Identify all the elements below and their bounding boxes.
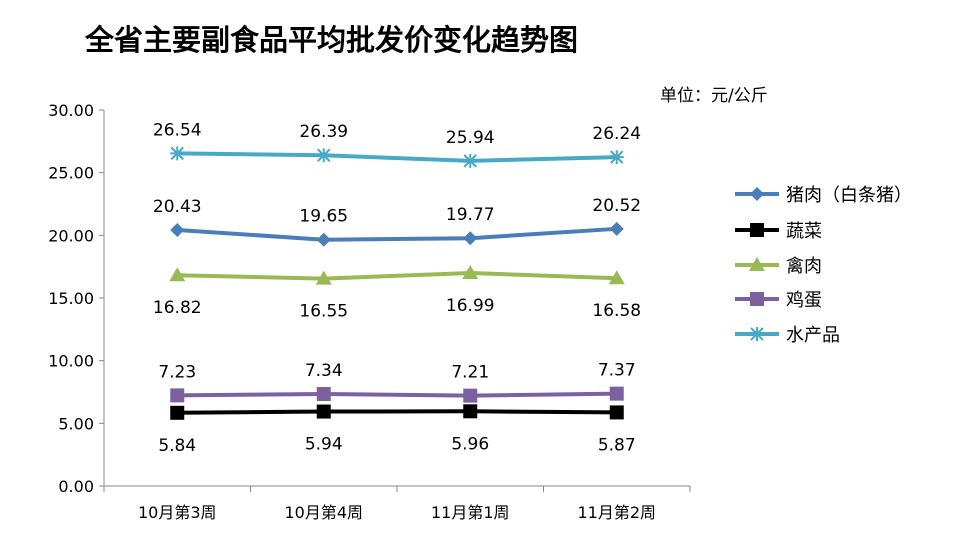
series-line (177, 271, 617, 281)
data-label: 16.99 (446, 296, 495, 316)
data-point (609, 405, 624, 420)
series-0: 20.43 19.65 19.77 20.52 (153, 196, 641, 247)
legend-label: 猪肉（白条猪） (786, 185, 912, 206)
data-label: 5.96 (451, 434, 489, 454)
data-label: 19.65 (299, 207, 348, 227)
legend-marker-icon (750, 292, 764, 306)
unit-label: 单位：元/公斤 (660, 86, 768, 106)
chart-title: 全省主要副食品平均批发价变化趋势图 (84, 23, 578, 57)
legend-marker-icon (750, 187, 764, 201)
data-label: 26.39 (299, 122, 348, 142)
x-tick-label: 11月第2周 (577, 503, 656, 522)
data-label: 20.52 (592, 196, 641, 216)
legend-marker-icon (750, 223, 764, 237)
data-point (463, 388, 478, 403)
data-point (608, 270, 625, 285)
data-label: 19.77 (446, 205, 495, 225)
data-label: 7.37 (598, 361, 636, 381)
data-label: 16.55 (299, 302, 348, 322)
x-tick-label: 10月第4周 (284, 503, 363, 522)
data-label: 16.58 (592, 301, 641, 321)
data-point (463, 231, 478, 246)
data-point (170, 146, 185, 161)
data-label: 7.23 (158, 362, 196, 382)
series-line (177, 226, 617, 242)
data-label: 25.94 (446, 128, 495, 148)
y-tick-label: 25.00 (48, 164, 94, 183)
data-label: 5.87 (598, 435, 636, 455)
data-label: 5.84 (158, 436, 196, 456)
legend-item-1: 蔬菜 (735, 221, 822, 242)
legend-label: 蔬菜 (786, 221, 822, 242)
data-point (315, 270, 332, 285)
legend-label: 鸡蛋 (786, 290, 822, 311)
data-label: 26.24 (592, 124, 641, 144)
legend-item-3: 鸡蛋 (735, 290, 822, 311)
x-tick-label: 10月第3周 (138, 503, 217, 522)
data-point (463, 404, 478, 419)
data-point (462, 265, 479, 280)
legend-item-4: 水产品 (735, 325, 840, 346)
data-label: 16.82 (153, 298, 202, 318)
data-label: 20.43 (153, 197, 202, 217)
legend-label: 禽肉 (786, 256, 822, 277)
data-point (316, 232, 331, 247)
series-1: 5.84 5.94 5.96 5.87 (158, 404, 636, 456)
y-tick-label: 20.00 (48, 226, 94, 245)
series-line (177, 151, 617, 163)
data-point (169, 267, 186, 282)
legend-item-2: 禽肉 (735, 256, 822, 277)
series-line (177, 391, 617, 398)
series-2: 16.82 16.55 16.99 16.58 (153, 265, 641, 322)
data-point (463, 153, 478, 168)
legend-label: 水产品 (786, 325, 840, 346)
y-tick-label: 10.00 (48, 352, 94, 371)
legend-item-0: 猪肉（白条猪） (735, 185, 912, 206)
y-tick-label: 5.00 (58, 414, 94, 433)
data-point (316, 148, 331, 163)
series-line (177, 409, 617, 415)
y-tick-label: 15.00 (48, 289, 94, 308)
data-point (316, 404, 331, 419)
legend-marker-icon (749, 257, 765, 271)
series-3: 7.23 7.34 7.21 7.37 (158, 361, 636, 403)
legend-marker-icon (750, 327, 764, 341)
data-point (170, 388, 185, 403)
data-point (170, 405, 185, 420)
series-4: 26.54 26.39 25.94 26.24 (153, 120, 641, 168)
data-point (316, 387, 331, 402)
x-tick-label: 11月第1周 (431, 503, 510, 522)
y-tick-label: 30.00 (48, 101, 94, 120)
data-label: 26.54 (153, 120, 202, 140)
data-label: 5.94 (305, 435, 343, 455)
data-label: 7.34 (305, 361, 343, 381)
data-point (170, 222, 185, 237)
y-tick-label: 0.00 (58, 477, 94, 496)
data-point (609, 386, 624, 401)
data-point (609, 150, 624, 165)
data-point (609, 221, 624, 236)
data-label: 7.21 (451, 363, 489, 383)
